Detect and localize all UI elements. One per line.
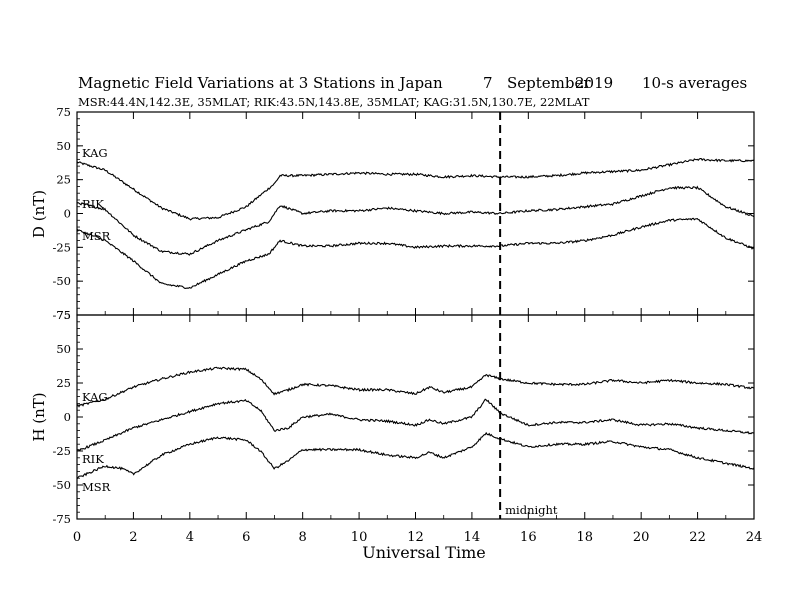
y-tick-label: -75 [52, 308, 71, 322]
x-tick-label: 4 [186, 530, 194, 545]
h-axis-label: H (nT) [30, 392, 48, 441]
x-tick-label: 16 [520, 530, 537, 545]
x-tick-label: 2 [129, 530, 137, 545]
x-tick-label: 20 [633, 530, 650, 545]
x-tick-label: 8 [299, 530, 307, 545]
y-tick-label: 0 [64, 207, 71, 221]
y-tick-label: 50 [56, 139, 71, 153]
date-year: 2019 [575, 74, 613, 92]
series-label-kag: KAG [82, 390, 108, 404]
series-label-msr: MSR [82, 229, 111, 243]
x-tick-label: 18 [576, 530, 593, 545]
y-tick-label: -25 [52, 240, 71, 254]
h-panel-frame [76, 314, 755, 520]
y-tick-label: -50 [52, 478, 71, 492]
x-tick-label: 12 [407, 530, 424, 545]
y-tick-label: -25 [52, 444, 71, 458]
y-tick-label: 75 [56, 105, 71, 119]
series-line-rik [76, 185, 755, 256]
x-tick-label: 10 [351, 530, 368, 545]
x-axis-title: Universal Time [362, 543, 485, 562]
date-month: September [507, 74, 591, 92]
x-tick-label: 0 [73, 530, 81, 545]
y-tick-label: 25 [56, 173, 71, 187]
series-label-msr: MSR [82, 480, 111, 494]
series-line-rik [76, 398, 755, 451]
series-labels: KAG RIK MSR KAG RIK MSR [82, 146, 111, 494]
midnight-label: midnight [505, 503, 558, 517]
y-tick-label: 50 [56, 342, 71, 356]
y-tick-label: 75 [56, 308, 71, 322]
series-label-kag: KAG [82, 146, 108, 160]
series-line-msr [76, 431, 755, 480]
x-tick-label: 14 [464, 530, 481, 545]
series-line-kag [76, 158, 755, 221]
x-tick-label: 6 [242, 530, 250, 545]
series-line-msr [76, 217, 755, 289]
series-label-rik: RIK [82, 197, 104, 211]
stations-line: MSR:44.4N,142.3E, 35MLAT; RIK:43.5N,143.… [78, 95, 590, 109]
chart-title: Magnetic Field Variations at 3 Stations … [78, 74, 443, 92]
d-panel-frame [76, 111, 755, 316]
d-axis-label: D (nT) [30, 190, 48, 238]
y-tick-label: 25 [56, 376, 71, 390]
series-line-kag [76, 366, 755, 408]
y-tick-label: -75 [52, 512, 71, 526]
y-tick-label: -50 [52, 274, 71, 288]
date-day: 7 [483, 74, 493, 92]
data-series [76, 158, 755, 480]
y-tick-label: 0 [64, 410, 71, 424]
series-label-rik: RIK [82, 452, 104, 466]
x-tick-label: 22 [689, 530, 706, 545]
x-tick-label: 24 [746, 530, 763, 545]
averaging-label: 10-s averages [642, 74, 747, 92]
